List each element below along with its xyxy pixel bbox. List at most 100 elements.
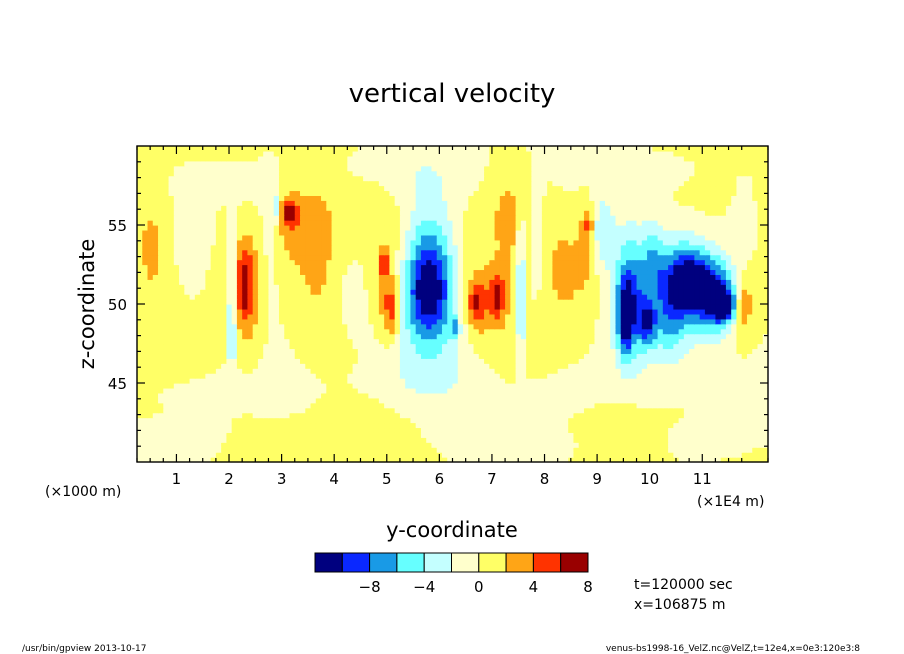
heatmap-cell xyxy=(510,328,517,335)
heatmap-cell xyxy=(405,442,412,448)
heatmap-cell xyxy=(752,437,759,443)
heatmap-cell xyxy=(683,308,690,315)
heatmap-cell xyxy=(352,383,359,389)
heatmap-cell xyxy=(336,447,343,453)
heatmap-cell xyxy=(631,447,638,453)
heatmap-cell xyxy=(147,412,154,419)
heatmap-cell xyxy=(578,348,585,354)
heatmap-cell xyxy=(746,353,753,359)
heatmap-cell xyxy=(647,378,653,384)
heatmap-cell xyxy=(583,412,590,419)
heatmap-cell xyxy=(173,269,180,275)
heatmap-cell xyxy=(604,343,611,350)
heatmap-cell xyxy=(604,363,611,369)
heatmap-cell xyxy=(426,353,433,359)
heatmap-cell xyxy=(526,402,532,409)
heatmap-cell xyxy=(673,442,680,448)
heatmap-cell xyxy=(710,308,717,315)
heatmap-cell xyxy=(221,343,227,350)
heatmap-cell xyxy=(163,452,170,458)
heatmap-cell xyxy=(578,338,585,345)
heatmap-cell xyxy=(752,368,759,374)
heatmap-cell xyxy=(452,328,459,335)
heatmap-cell xyxy=(589,313,596,320)
heatmap-cell xyxy=(531,378,538,384)
heatmap-cell xyxy=(252,328,259,335)
heatmap-cell xyxy=(405,387,412,394)
heatmap-cell xyxy=(236,338,243,345)
heatmap-cell xyxy=(247,289,254,295)
heatmap-cell xyxy=(294,378,301,384)
heatmap-cell xyxy=(641,284,648,290)
heatmap-cell xyxy=(305,363,312,369)
heatmap-cell xyxy=(321,279,327,285)
heatmap-cell xyxy=(179,373,185,379)
heatmap-cell xyxy=(515,417,522,424)
heatmap-cell xyxy=(321,358,327,364)
heatmap-cell xyxy=(163,323,170,330)
heatmap-cell xyxy=(662,264,669,271)
heatmap-cell xyxy=(510,318,517,325)
heatmap-cell xyxy=(520,254,527,261)
heatmap-cell xyxy=(205,254,212,261)
heatmap-cell xyxy=(736,274,743,280)
heatmap-cell xyxy=(657,338,664,345)
heatmap-cell xyxy=(294,383,301,389)
heatmap-cell xyxy=(463,353,469,359)
heatmap-cell xyxy=(762,279,769,285)
heatmap-cell xyxy=(242,328,249,335)
heatmap-cell xyxy=(378,264,385,271)
heatmap-cell xyxy=(620,264,627,271)
heatmap-cell xyxy=(368,348,375,354)
heatmap-cell xyxy=(447,323,454,330)
heatmap-cell xyxy=(547,427,554,433)
heatmap-cell xyxy=(268,368,275,374)
heatmap-cell xyxy=(252,343,259,350)
heatmap-cell xyxy=(315,392,322,399)
heatmap-cell xyxy=(315,254,322,261)
heatmap-cell xyxy=(226,373,233,379)
heatmap-cell xyxy=(226,432,233,438)
heatmap-cell xyxy=(384,348,390,354)
heatmap-cell xyxy=(247,269,254,275)
heatmap-cell xyxy=(168,427,175,433)
heatmap-cell xyxy=(547,387,554,394)
heatmap-cell xyxy=(678,387,685,394)
heatmap-cell xyxy=(657,353,664,359)
heatmap-cell xyxy=(694,264,701,271)
heatmap-cell xyxy=(547,397,554,404)
heatmap-cell xyxy=(673,387,680,394)
heatmap-cell xyxy=(662,304,669,310)
heatmap-cell xyxy=(436,254,443,261)
heatmap-cell xyxy=(683,333,690,340)
heatmap-cell xyxy=(236,284,243,290)
heatmap-cell xyxy=(221,447,227,453)
heatmap-cell xyxy=(531,363,538,369)
heatmap-cell xyxy=(205,368,212,374)
heatmap-cell xyxy=(746,437,753,443)
heatmap-cell xyxy=(599,269,606,275)
heatmap-cell xyxy=(163,313,170,320)
heatmap-cell xyxy=(420,284,427,290)
heatmap-cell xyxy=(389,392,396,399)
heatmap-cell xyxy=(557,269,564,275)
heatmap-cell xyxy=(583,442,590,448)
heatmap-cell xyxy=(647,318,653,325)
heatmap-cell xyxy=(757,318,764,325)
heatmap-cell xyxy=(752,318,759,325)
heatmap-cell xyxy=(515,358,522,364)
heatmap-cell xyxy=(384,363,390,369)
heatmap-cell xyxy=(158,343,164,350)
heatmap-cell xyxy=(257,274,264,280)
heatmap-cell xyxy=(652,422,659,429)
heatmap-cell xyxy=(152,402,159,409)
heatmap-cell xyxy=(236,323,243,330)
heatmap-cell xyxy=(436,422,443,429)
heatmap-cell xyxy=(384,368,390,374)
heatmap-cell xyxy=(689,427,695,433)
heatmap-cell xyxy=(278,368,285,374)
heatmap-cell xyxy=(321,412,327,419)
heatmap-cell xyxy=(142,368,149,374)
heatmap-cell xyxy=(699,299,706,305)
heatmap-cell xyxy=(278,289,285,295)
